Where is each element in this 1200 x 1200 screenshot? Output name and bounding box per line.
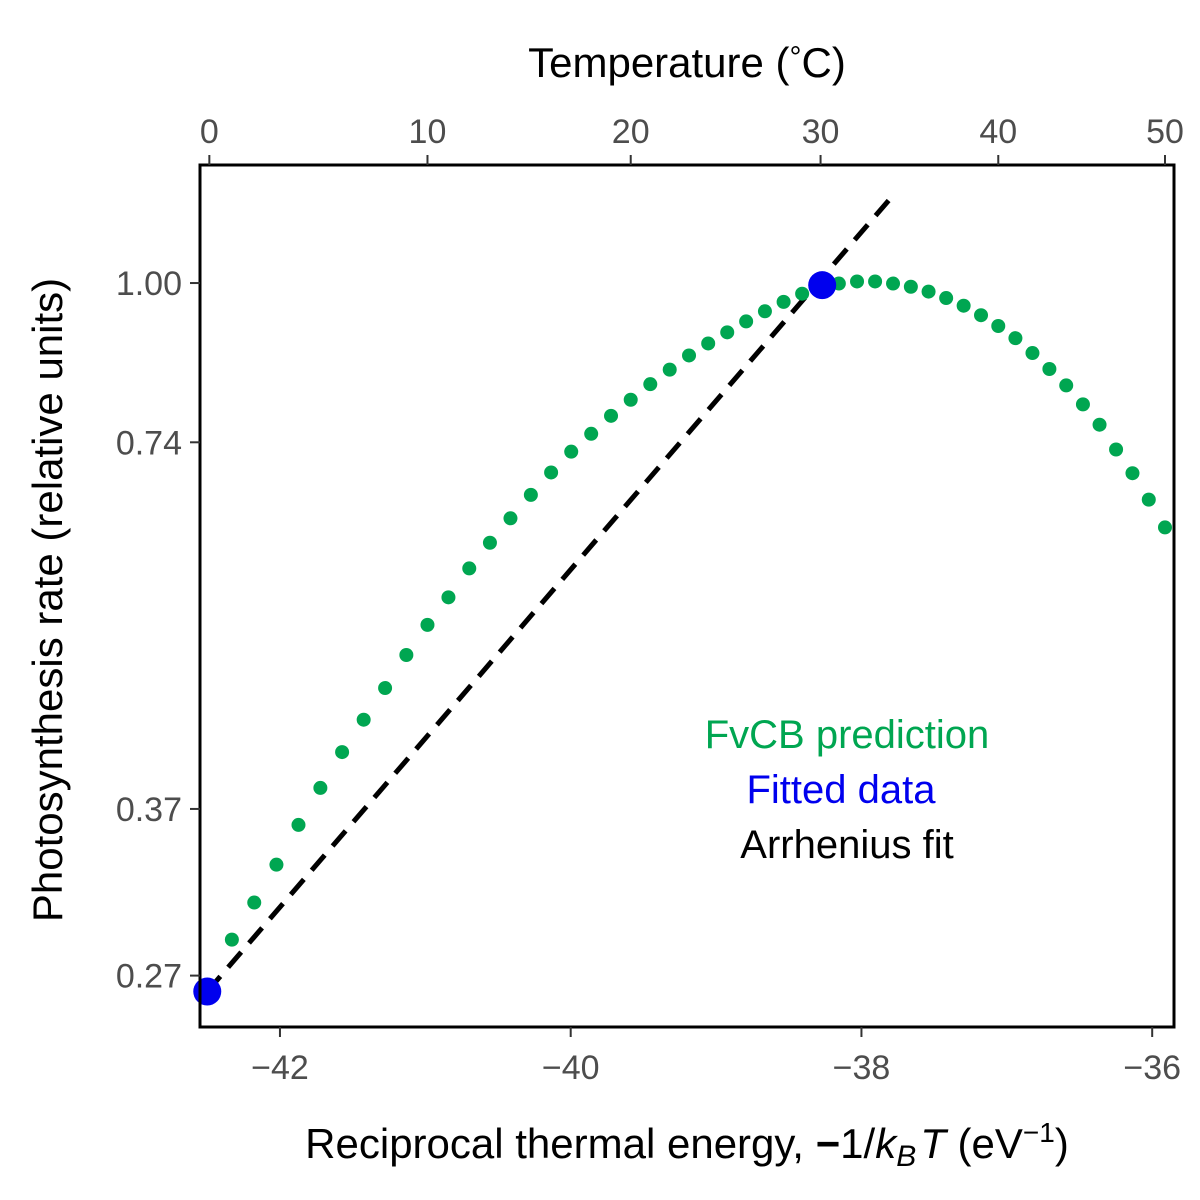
top-axis-title: Temperature (°C) <box>528 39 846 86</box>
fvcb-prediction-point <box>739 314 754 329</box>
fvcb-prediction-point <box>757 304 772 319</box>
fvcb-prediction-point <box>462 561 477 576</box>
legend-fvcb: FvCB prediction <box>705 713 990 757</box>
y-axis-tick-label: 0.74 <box>116 424 182 462</box>
y-axis-tick-label: 1.00 <box>116 265 182 303</box>
fvcb-prediction-point <box>564 444 579 459</box>
fvcb-prediction-point <box>795 286 810 301</box>
fvcb-prediction-point <box>420 617 435 632</box>
top-axis-tick-label: 10 <box>409 113 447 151</box>
bottom-axis-tick-label: −42 <box>251 1049 309 1087</box>
fvcb-prediction-point <box>939 291 954 306</box>
axes: −42 −40 −38 −36 0 10 20 30 40 50 0.27 0.37 0.74 1.00 <box>116 113 1184 1087</box>
fvcb-prediction-point <box>974 308 989 323</box>
arrhenius-fit-line <box>205 198 891 994</box>
fvcb-prediction-point <box>441 590 456 605</box>
top-axis-tick-label: 30 <box>802 113 840 151</box>
fvcb-prediction-point <box>523 487 538 502</box>
fvcb-prediction-point <box>584 426 599 441</box>
fvcb-prediction-point <box>313 780 328 795</box>
top-axis-tick-label: 20 <box>612 113 650 151</box>
fvcb-prediction-point <box>335 745 350 760</box>
fvcb-prediction-point <box>682 348 697 363</box>
fvcb-prediction-point <box>886 276 901 291</box>
fvcb-prediction-point <box>850 274 865 289</box>
fvcb-prediction-point <box>1059 378 1074 393</box>
fvcb-prediction-point <box>643 377 658 392</box>
fvcb-prediction-point <box>544 465 559 480</box>
fvcb-prediction-point <box>269 857 284 872</box>
fvcb-prediction-point <box>623 392 638 407</box>
fvcb-prediction-point <box>291 817 306 832</box>
fvcb-prediction-point <box>224 932 239 947</box>
fvcb-prediction-point <box>701 336 716 351</box>
y-axis-title: Photosynthesis rate (relative units) <box>24 278 71 922</box>
fvcb-prediction-point <box>921 284 936 299</box>
top-axis-tick-label: 50 <box>1146 113 1184 151</box>
fvcb-prediction-point <box>1157 520 1172 535</box>
fvcb-prediction-point <box>503 511 518 526</box>
fvcb-prediction-point <box>1141 492 1156 507</box>
fvcb-prediction-point <box>604 408 619 423</box>
fvcb-prediction-point <box>662 362 677 377</box>
plot-frame <box>198 163 1176 1029</box>
fvcb-prediction-point <box>1025 346 1040 361</box>
y-axis-tick-label: 0.37 <box>116 791 182 829</box>
bottom-axis-tick-label: −38 <box>833 1049 891 1087</box>
fitted-data-point <box>808 271 837 300</box>
fvcb-prediction-point <box>1092 417 1107 432</box>
fvcb-prediction-point <box>868 274 883 289</box>
y-axis-tick-label: 0.27 <box>116 958 182 996</box>
fvcb-prediction-point <box>903 279 918 294</box>
bottom-axis-tick-label: −40 <box>542 1049 600 1087</box>
legend: FvCB prediction Fitted data Arrhenius fi… <box>705 713 990 867</box>
fvcb-prediction-point <box>356 712 371 727</box>
fvcb-prediction-point <box>1008 331 1023 346</box>
fvcb-prediction-point <box>1075 397 1090 412</box>
bottom-axis-tick-label: −36 <box>1123 1049 1181 1087</box>
fvcb-prediction-point <box>482 535 497 550</box>
top-axis-tick-label: 0 <box>200 113 219 151</box>
fvcb-prediction-point <box>991 318 1006 333</box>
fvcb-prediction-point <box>776 294 791 309</box>
fvcb-prediction-point <box>1109 442 1124 457</box>
fitted-data-point <box>193 977 222 1006</box>
legend-fitted: Fitted data <box>746 768 936 812</box>
fvcb-prediction-point <box>1042 361 1057 376</box>
plot-marks <box>193 198 1172 1006</box>
fvcb-prediction-point <box>956 298 971 313</box>
fvcb-prediction-point <box>1125 466 1140 481</box>
fvcb-prediction-point <box>247 895 262 910</box>
fvcb-prediction-point <box>378 681 393 696</box>
top-axis-tick-label: 40 <box>979 113 1017 151</box>
bottom-axis-title: Reciprocal thermal energy, −1/kBT (eV−1) <box>305 1117 1069 1173</box>
legend-arrhenius: Arrhenius fit <box>740 823 953 867</box>
fvcb-prediction-point <box>720 325 735 340</box>
fvcb-prediction-point <box>399 647 414 662</box>
